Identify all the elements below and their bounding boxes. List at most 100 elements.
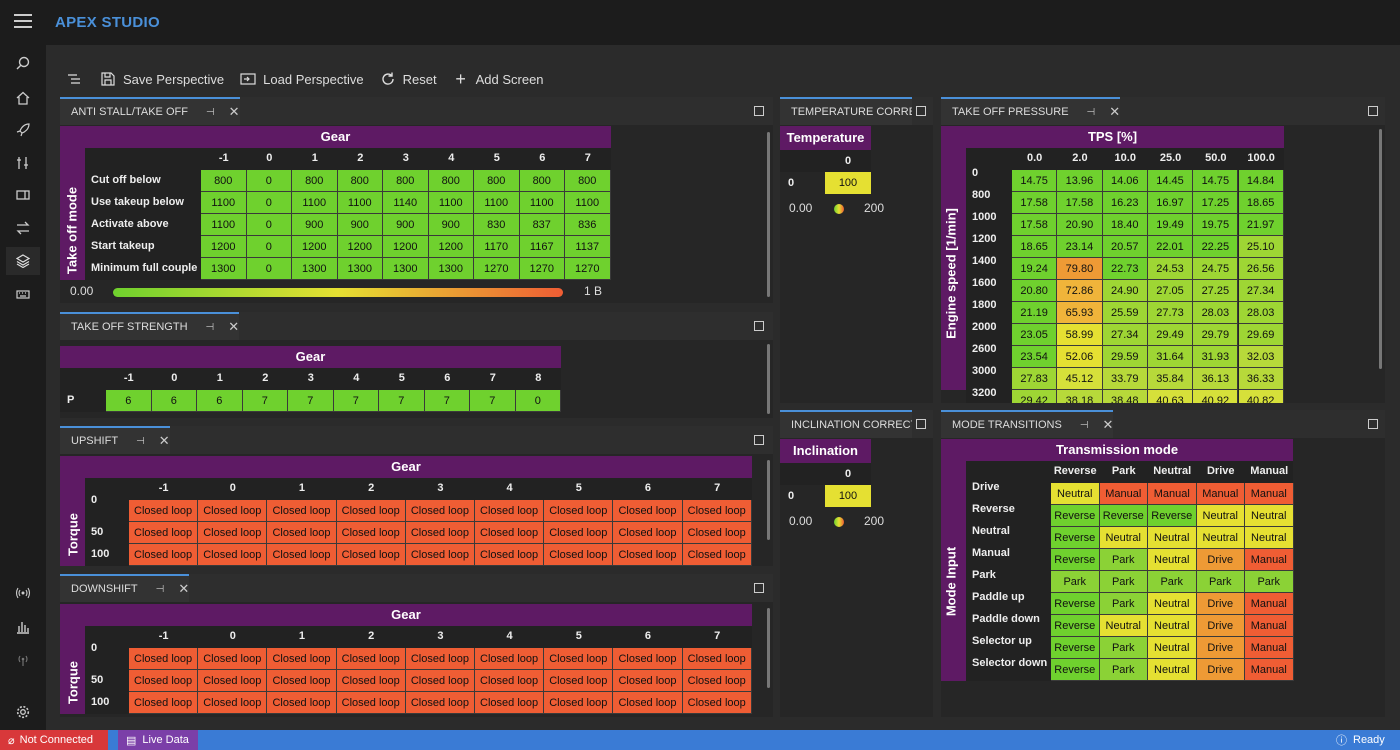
table-cell[interactable]: Closed loop bbox=[613, 500, 683, 522]
table-cell[interactable]: Drive bbox=[1196, 593, 1245, 615]
pin-icon[interactable]: ⊣ bbox=[136, 435, 145, 447]
table-cell[interactable]: 16.97 bbox=[1147, 192, 1194, 214]
table-cell[interactable]: Closed loop bbox=[613, 692, 683, 714]
pin-icon[interactable]: ⊣ bbox=[205, 321, 215, 333]
table-cell[interactable]: Reverse bbox=[1099, 505, 1148, 527]
table-cell[interactable]: Closed loop bbox=[336, 544, 406, 566]
table-cell[interactable]: Reverse bbox=[1051, 593, 1100, 615]
scrollbar[interactable] bbox=[767, 608, 770, 688]
table-cell[interactable]: 13.96 bbox=[1057, 170, 1103, 192]
add-screen-button[interactable]: + Add Screen bbox=[453, 69, 543, 89]
table-cell[interactable]: 1100 bbox=[519, 192, 565, 214]
table-cell[interactable]: 1100 bbox=[474, 192, 520, 214]
table-cell[interactable]: 31.64 bbox=[1147, 346, 1194, 368]
tab-downshift[interactable]: DOWNSHIFT ⊣ ✕ bbox=[60, 574, 190, 602]
table-cell[interactable]: Closed loop bbox=[405, 544, 475, 566]
table-cell[interactable]: Closed loop bbox=[129, 670, 199, 692]
tab-anti-stall[interactable]: ANTI STALL/TAKE OFF ⊣ ✕ bbox=[60, 97, 240, 125]
table-cell[interactable]: Closed loop bbox=[267, 522, 337, 544]
table-cell[interactable]: 0 bbox=[246, 258, 292, 280]
table-cell[interactable]: 0 bbox=[515, 390, 561, 412]
table-cell[interactable]: 18.65 bbox=[1012, 236, 1058, 258]
table-cell[interactable]: 1100 bbox=[201, 192, 247, 214]
maximize-icon[interactable] bbox=[754, 435, 764, 445]
table-cell[interactable]: 1200 bbox=[428, 236, 474, 258]
table-cell[interactable]: 72.86 bbox=[1057, 280, 1103, 302]
pin-icon[interactable]: ⊣ bbox=[1086, 106, 1096, 118]
table-cell[interactable]: 29.49 bbox=[1147, 324, 1194, 346]
table-cell[interactable]: Park bbox=[1099, 593, 1148, 615]
table-cell[interactable]: Closed loop bbox=[198, 522, 268, 544]
table-cell[interactable]: Closed loop bbox=[544, 692, 614, 714]
pin-icon[interactable]: ⊣ bbox=[155, 583, 165, 595]
table-cell[interactable]: 27.25 bbox=[1193, 280, 1239, 302]
scrollbar[interactable] bbox=[767, 344, 770, 414]
table-cell[interactable]: 29.69 bbox=[1238, 324, 1284, 346]
table-cell[interactable]: 1100 bbox=[428, 192, 474, 214]
table-cell[interactable]: Closed loop bbox=[129, 692, 199, 714]
table-cell[interactable]: Neutral bbox=[1148, 527, 1197, 549]
table-cell[interactable]: 1300 bbox=[337, 258, 383, 280]
table-cell[interactable]: 1300 bbox=[428, 258, 474, 280]
table-cell[interactable]: 6 bbox=[106, 390, 152, 412]
table-cell[interactable]: 35.84 bbox=[1147, 368, 1194, 390]
table-cell[interactable]: 22.01 bbox=[1147, 236, 1194, 258]
table-cell[interactable]: Closed loop bbox=[475, 500, 545, 522]
table-cell[interactable]: 1140 bbox=[383, 192, 429, 214]
table-cell[interactable]: Closed loop bbox=[544, 648, 614, 670]
close-icon[interactable]: ✕ bbox=[1102, 417, 1114, 432]
table-cell[interactable]: Closed loop bbox=[475, 670, 545, 692]
scrollbar[interactable] bbox=[767, 132, 770, 297]
table-cell[interactable]: 19.24 bbox=[1012, 258, 1058, 280]
table-cell[interactable]: 1200 bbox=[337, 236, 383, 258]
table-cell[interactable]: 22.25 bbox=[1193, 236, 1239, 258]
table-cell[interactable]: Neutral bbox=[1245, 505, 1294, 527]
table-cell[interactable]: Closed loop bbox=[267, 648, 337, 670]
table-cell[interactable]: Neutral bbox=[1148, 615, 1197, 637]
table-cell[interactable]: 18.65 bbox=[1238, 192, 1284, 214]
table-cell[interactable]: Closed loop bbox=[544, 500, 614, 522]
table-cell[interactable]: Reverse bbox=[1148, 505, 1197, 527]
table-cell[interactable]: 100 bbox=[825, 172, 871, 194]
table-cell[interactable]: Neutral bbox=[1148, 637, 1197, 659]
table-cell[interactable]: Closed loop bbox=[336, 648, 406, 670]
table-cell[interactable]: Closed loop bbox=[405, 692, 475, 714]
table-cell[interactable]: 58.99 bbox=[1057, 324, 1103, 346]
table-cell[interactable]: Closed loop bbox=[405, 522, 475, 544]
table-cell[interactable]: Reverse bbox=[1051, 659, 1100, 681]
table-cell[interactable]: 36.33 bbox=[1238, 368, 1284, 390]
tab-mode-transitions[interactable]: MODE TRANSITIONS ⊣ ✕ bbox=[941, 410, 1114, 438]
table-cell[interactable]: 0 bbox=[246, 192, 292, 214]
table-cell[interactable]: 17.58 bbox=[1057, 192, 1103, 214]
close-icon[interactable]: ✕ bbox=[158, 433, 170, 448]
table-cell[interactable]: Closed loop bbox=[267, 692, 337, 714]
table-cell[interactable]: 837 bbox=[519, 214, 565, 236]
table-cell[interactable]: 900 bbox=[292, 214, 338, 236]
table-cell[interactable]: 27.34 bbox=[1102, 324, 1148, 346]
table-cell[interactable]: Closed loop bbox=[336, 522, 406, 544]
table-cell[interactable]: 1100 bbox=[201, 214, 247, 236]
maximize-icon[interactable] bbox=[916, 419, 926, 429]
table-cell[interactable]: 1300 bbox=[292, 258, 338, 280]
table-cell[interactable]: 7 bbox=[333, 390, 379, 412]
table-cell[interactable]: Drive bbox=[1196, 659, 1245, 681]
table-cell[interactable]: 23.05 bbox=[1012, 324, 1058, 346]
window-icon[interactable] bbox=[13, 185, 33, 205]
table-cell[interactable]: 1200 bbox=[292, 236, 338, 258]
table-cell[interactable]: 830 bbox=[474, 214, 520, 236]
table-cell[interactable]: Neutral bbox=[1148, 549, 1197, 571]
table-cell[interactable]: 29.79 bbox=[1193, 324, 1239, 346]
table-cell[interactable]: 28.03 bbox=[1193, 302, 1239, 324]
table-cell[interactable]: Reverse bbox=[1051, 527, 1100, 549]
table-cell[interactable]: Closed loop bbox=[198, 670, 268, 692]
table-cell[interactable]: 52.06 bbox=[1057, 346, 1103, 368]
table-cell[interactable]: 900 bbox=[337, 214, 383, 236]
table-cell[interactable]: 23.54 bbox=[1012, 346, 1058, 368]
table-cell[interactable]: 38.18 bbox=[1057, 390, 1103, 403]
table-cell[interactable]: Closed loop bbox=[405, 500, 475, 522]
table-cell[interactable]: 24.90 bbox=[1102, 280, 1148, 302]
table-cell[interactable]: Manual bbox=[1245, 637, 1294, 659]
table-cell[interactable]: 31.93 bbox=[1193, 346, 1239, 368]
table-cell[interactable]: 800 bbox=[519, 170, 565, 192]
table-cell[interactable]: 800 bbox=[383, 170, 429, 192]
